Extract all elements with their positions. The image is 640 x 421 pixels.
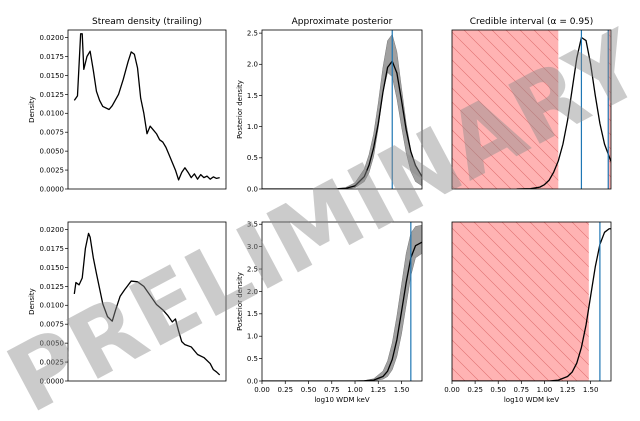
excluded-region	[608, 30, 611, 189]
y-tick-label: 3.5	[247, 221, 258, 229]
density-line	[73, 232, 221, 376]
y-tick-label: 0.5	[247, 355, 258, 363]
plot-area	[262, 30, 422, 189]
x-tick-label: 1.50	[583, 386, 599, 394]
panels: 0.00000.00250.00500.00750.01000.01250.01…	[28, 17, 612, 404]
x-tick-label: 0.25	[467, 386, 483, 394]
y-tick-label: 0.0100	[40, 110, 65, 118]
y-axis-label: Posterior density	[236, 80, 244, 139]
y-tick-label: 0.0000	[40, 377, 65, 385]
panel-p00: 0.0000 0.0025 0.0050 0.0075 0.0100 0.0125 0.01…	[28, 17, 227, 193]
y-tick-label: 1.5	[247, 92, 258, 100]
y-tick-label: 0.0075	[40, 129, 65, 137]
y-axis-label: Posterior density	[236, 272, 244, 331]
x-axis-label: log10 WDM keV	[314, 396, 369, 404]
plot-area	[73, 33, 220, 181]
plot-area	[452, 30, 611, 189]
axes-frame	[67, 221, 227, 382]
y-tick-label: 0.0	[247, 377, 258, 385]
x-tick-label: 1.25	[560, 386, 576, 394]
panel-p02: Credible interval (α = 0.95)	[451, 17, 612, 190]
y-tick-label: 0.0175	[40, 245, 65, 253]
y-tick-label: 0.0100	[40, 302, 65, 310]
y-tick-label: 0.0025	[40, 166, 65, 174]
excluded-region	[452, 30, 559, 189]
y-tick-label: 1.0	[247, 123, 258, 131]
posterior-band	[262, 224, 422, 381]
x-tick-label: 0.25	[277, 386, 293, 394]
x-tick-label: 0.00	[444, 386, 460, 394]
panel-p12: 0.00 0.25 0.50 0.75 1.00 1.25 1.50 log10 WDM ke…	[444, 221, 612, 404]
excluded-region	[452, 222, 589, 381]
y-tick-label: 0.0125	[40, 283, 65, 291]
y-tick-label: 0.0150	[40, 72, 65, 80]
y-tick-label: 0.0150	[40, 264, 65, 272]
panel-p01: 0.0 0.5 1.0 1.5 2.0 2.5 Approximate posterior P…	[236, 17, 423, 193]
panel-title: Credible interval (α = 0.95)	[470, 17, 594, 27]
density-line	[262, 60, 422, 189]
y-tick-label: 1.5	[247, 310, 258, 318]
x-tick-label: 0.75	[514, 386, 530, 394]
axes-frame	[451, 29, 612, 190]
y-axis-label: Density	[28, 288, 36, 315]
x-tick-label: 0.00	[254, 386, 270, 394]
x-tick-label: 0.50	[490, 386, 506, 394]
x-axis-label: log10 WDM keV	[504, 396, 559, 404]
y-tick-label: 0.0025	[40, 358, 65, 366]
x-tick-label: 1.00	[537, 386, 553, 394]
y-tick-label: 0.0200	[40, 226, 65, 234]
y-tick-label: 0.0175	[40, 53, 65, 61]
y-tick-label: 0.0050	[40, 340, 65, 348]
plot-area	[452, 222, 611, 381]
density-line	[452, 228, 611, 381]
panel-p10: 0.0000 0.0025 0.0050 0.0075 0.0100 0.0125 0.01…	[28, 221, 227, 385]
x-tick-label: 1.00	[347, 386, 363, 394]
x-tick-label: 1.25	[370, 386, 386, 394]
x-tick-label: 1.50	[394, 386, 410, 394]
y-tick-label: 2.0	[247, 61, 258, 69]
axes-frame	[261, 29, 423, 190]
panel-p11: 0.0 0.5 1.0 1.5 2.0 2.5 3.0 3.5 0.00 0.25 0.50 0.75…	[236, 221, 423, 404]
density-line	[516, 36, 611, 189]
y-tick-label: 2.5	[247, 265, 258, 273]
y-tick-label: 0.0075	[40, 321, 65, 329]
y-tick-label: 0.0050	[40, 148, 65, 156]
y-tick-label: 2.5	[247, 30, 258, 38]
axes-frame	[451, 221, 612, 382]
panel-title: Stream density (trailing)	[92, 17, 202, 27]
plot-area	[73, 232, 221, 376]
y-tick-label: 1.0	[247, 333, 258, 341]
x-tick-label: 0.50	[301, 386, 317, 394]
axes-frame	[67, 29, 227, 190]
y-tick-label: 0.0000	[40, 185, 65, 193]
y-tick-label: 0.0	[247, 185, 258, 193]
panel-title: Approximate posterior	[292, 17, 393, 27]
x-tick-label: 0.75	[324, 386, 340, 394]
y-tick-label: 2.0	[247, 288, 258, 296]
axes-frame	[261, 221, 423, 382]
y-tick-label: 0.0125	[40, 91, 65, 99]
y-axis-label: Density	[28, 96, 36, 123]
density-line	[73, 33, 220, 181]
posterior-band	[262, 33, 422, 189]
y-tick-label: 0.5	[247, 154, 258, 162]
y-tick-label: 0.0200	[40, 34, 65, 42]
y-tick-label: 3.0	[247, 243, 258, 251]
